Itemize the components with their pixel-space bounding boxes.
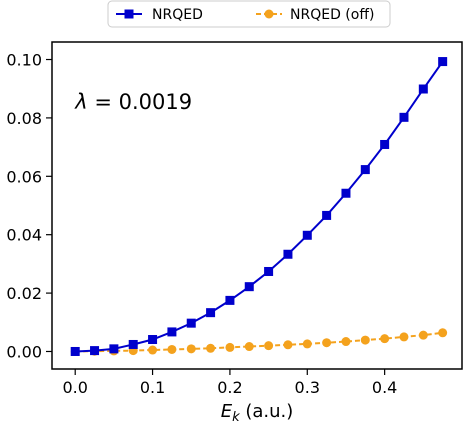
- annotation-lambda: λ = 0.0019: [74, 90, 192, 114]
- data-point: [302, 230, 312, 240]
- data-point: [244, 282, 254, 292]
- data-point: [283, 249, 293, 259]
- legend-marker-nrqed-off: [264, 9, 274, 19]
- data-point: [399, 112, 409, 122]
- data-point: [341, 188, 351, 198]
- data-point: [148, 335, 158, 345]
- data-point: [186, 318, 196, 328]
- data-point: [167, 344, 177, 354]
- y-tick-label: 0.06: [6, 167, 42, 186]
- legend-marker-nrqed: [124, 9, 134, 19]
- plot-frame: [51, 41, 463, 370]
- data-point: [418, 84, 428, 94]
- x-tick-label: 0.2: [217, 378, 242, 397]
- data-point: [109, 344, 119, 354]
- data-point: [322, 210, 332, 220]
- data-point: [438, 57, 448, 67]
- series-layer: [70, 57, 448, 356]
- annotation-text: = 0.0019: [88, 90, 192, 114]
- series-nrqed-off: [70, 328, 448, 356]
- y-axis: 0.00 0.02 0.04 0.06 0.08 0.10: [6, 51, 52, 361]
- x-axis: 0.0 0.1 0.2 0.3 0.4: [62, 369, 397, 397]
- data-point: [438, 328, 448, 338]
- data-point: [360, 165, 370, 175]
- legend: NRQED NRQED (off): [107, 0, 391, 28]
- data-point: [283, 340, 293, 350]
- x-axis-label-main: E: [221, 401, 233, 422]
- data-point: [225, 342, 235, 352]
- data-point: [70, 346, 80, 356]
- y-tick-label: 0.08: [6, 109, 42, 128]
- data-point: [380, 139, 390, 149]
- x-tick-label: 0.1: [140, 378, 165, 397]
- data-point: [264, 266, 274, 276]
- legend-box: [107, 0, 391, 28]
- legend-label-nrqed-off: NRQED (off): [290, 7, 374, 23]
- data-point: [244, 342, 254, 352]
- x-axis-label-unit: (a.u.): [240, 401, 294, 422]
- data-point: [128, 339, 138, 349]
- data-point: [322, 338, 332, 348]
- data-point: [341, 337, 351, 347]
- data-point: [148, 345, 158, 355]
- data-point: [418, 330, 428, 340]
- series-nrqed: [70, 57, 448, 356]
- data-point: [167, 327, 177, 337]
- y-tick-label: 0.02: [6, 284, 42, 303]
- data-point: [186, 344, 196, 354]
- x-tick-label: 0.3: [295, 378, 320, 397]
- data-point: [206, 343, 216, 353]
- data-point: [225, 295, 235, 305]
- y-tick-label: 0.04: [6, 226, 42, 245]
- data-point: [380, 334, 390, 344]
- y-tick-label: 0.00: [6, 342, 42, 361]
- x-axis-label: Ek (a.u.): [221, 401, 294, 424]
- x-axis-label-sub: k: [232, 410, 240, 424]
- legend-label-nrqed: NRQED: [152, 7, 203, 23]
- x-tick-label: 0.4: [372, 378, 397, 397]
- x-tick-label: 0.0: [62, 378, 87, 397]
- annotation-symbol: λ: [74, 90, 87, 114]
- y-tick-label: 0.10: [6, 51, 42, 70]
- data-point: [399, 332, 409, 342]
- data-point: [264, 341, 274, 351]
- data-point: [90, 346, 100, 356]
- data-point: [360, 335, 370, 345]
- data-point: [302, 339, 312, 349]
- data-point: [206, 308, 216, 318]
